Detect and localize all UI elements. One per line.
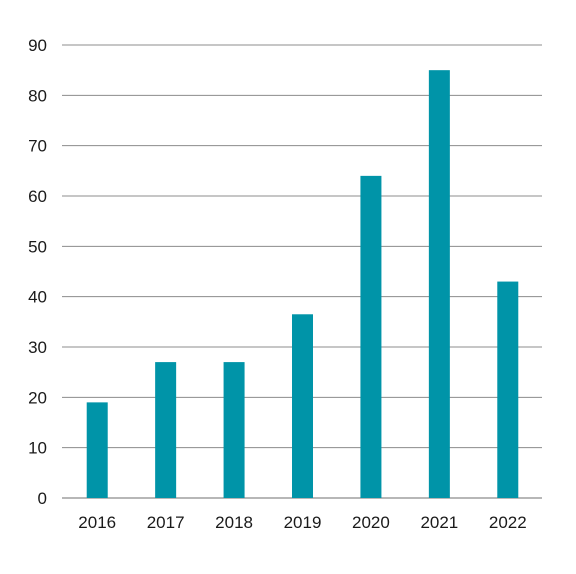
y-tick-label: 60 xyxy=(28,187,47,206)
bar-2020 xyxy=(360,175,382,498)
x-tick-label-2020: 2020 xyxy=(352,513,390,532)
x-tick-label-2021: 2021 xyxy=(420,513,458,532)
gridlines xyxy=(62,44,542,499)
x-tick-label-2019: 2019 xyxy=(284,513,322,532)
x-axis-ticks: 2016 2017 2018 2019 2020 2021 2022 xyxy=(78,513,526,532)
x-tick-label-2022: 2022 xyxy=(489,513,527,532)
y-tick-label: 40 xyxy=(28,288,47,307)
y-tick-label: 10 xyxy=(28,439,47,458)
bar-2018 xyxy=(223,362,245,498)
x-tick-label-2018: 2018 xyxy=(215,513,253,532)
bar-2021 xyxy=(428,70,450,499)
y-tick-label: 0 xyxy=(38,489,47,508)
y-tick-label: 70 xyxy=(28,137,47,156)
bar-2019 xyxy=(292,314,313,498)
bar-2016 xyxy=(86,402,108,498)
x-tick-label-2017: 2017 xyxy=(147,513,185,532)
y-tick-label: 30 xyxy=(28,338,47,357)
bar-2022 xyxy=(497,281,519,498)
y-tick-label: 90 xyxy=(28,36,47,55)
y-tick-label: 50 xyxy=(28,237,47,256)
y-tick-label: 20 xyxy=(28,388,47,407)
y-axis-ticks: 0 10 20 30 40 50 60 70 80 90 xyxy=(28,36,47,508)
x-tick-label-2016: 2016 xyxy=(78,513,116,532)
bars xyxy=(86,70,519,499)
y-tick-label: 80 xyxy=(28,86,47,105)
bar-2017 xyxy=(155,362,177,498)
